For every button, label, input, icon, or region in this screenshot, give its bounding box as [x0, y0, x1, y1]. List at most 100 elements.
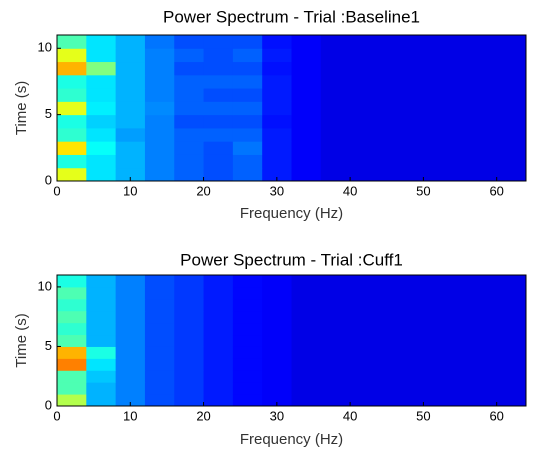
- heatmap-cell: [232, 275, 263, 288]
- heatmap-cell: [262, 35, 292, 49]
- heatmap-cell: [379, 154, 410, 169]
- heatmap-cell: [408, 74, 439, 89]
- heatmap-cell: [174, 141, 205, 155]
- heatmap-cell: [350, 298, 380, 312]
- heatmap-cell: [350, 88, 380, 102]
- heatmap-cell: [408, 358, 439, 371]
- plot-panel: Power Spectrum - Trial :Baseline1 0 10 20 30…: [13, 7, 527, 222]
- heatmap-cell: [350, 334, 380, 347]
- heatmap-cell: [57, 334, 87, 347]
- heatmap-cell: [496, 154, 526, 169]
- heatmap-cell: [174, 127, 205, 142]
- x-tick-label: 10: [123, 408, 137, 423]
- heatmap-cell: [438, 310, 468, 324]
- y-axis-label: Time (s): [13, 313, 30, 367]
- heatmap-cell: [232, 334, 263, 347]
- heatmap-cell: [350, 167, 380, 181]
- heatmap-cell: [115, 114, 146, 129]
- y-tick-label: 10: [38, 278, 52, 293]
- heatmap-cell: [408, 334, 439, 347]
- heatmap-cell: [350, 346, 380, 359]
- heatmap-cell: [262, 167, 292, 181]
- heatmap-cell: [86, 48, 117, 63]
- heatmap-cell: [57, 322, 87, 336]
- heatmap-cell: [174, 101, 205, 116]
- heatmap-cell: [144, 334, 175, 347]
- heatmap-cell: [86, 127, 117, 142]
- heatmap-cell: [379, 167, 410, 181]
- y-tick-label: 0: [45, 172, 52, 187]
- heatmap-cell: [320, 167, 351, 181]
- heatmap-cell: [57, 88, 87, 102]
- heatmap-cell: [86, 141, 117, 155]
- heatmap-cell: [86, 298, 117, 312]
- heatmap-cell: [203, 114, 234, 129]
- heatmap-cell: [496, 141, 526, 155]
- x-tick-label: 0: [53, 408, 60, 423]
- heatmap-cell: [174, 286, 205, 300]
- heatmap-cell: [320, 346, 351, 359]
- heatmap-cell: [57, 298, 87, 312]
- heatmap-cell: [320, 154, 351, 169]
- heatmap-cell: [203, 370, 234, 383]
- heatmap-cell: [86, 114, 117, 129]
- heatmap-cell: [379, 286, 410, 300]
- x-tick-label: 30: [270, 408, 284, 423]
- heatmap-cell: [496, 88, 526, 102]
- chart-title: Power Spectrum - Trial :Baseline1: [163, 7, 420, 26]
- heatmap-cell: [467, 275, 498, 288]
- heatmap-cell: [496, 346, 526, 359]
- heatmap-cell: [115, 61, 146, 76]
- heatmap-cell: [467, 154, 498, 169]
- heatmap-cell: [232, 346, 263, 359]
- heatmap-cell: [467, 48, 498, 63]
- heatmap-cell: [232, 286, 263, 300]
- heatmap-cell: [291, 101, 322, 116]
- heatmap-cell: [232, 167, 263, 181]
- heatmap-cell: [86, 74, 117, 89]
- heatmap-cell: [320, 358, 351, 371]
- y-tick-label: 5: [45, 338, 52, 353]
- heatmap-cell: [203, 74, 234, 89]
- heatmap-cell: [408, 61, 439, 76]
- heatmap-cell: [203, 334, 234, 347]
- heatmap-cell: [291, 275, 322, 288]
- heatmap-cell: [408, 101, 439, 116]
- heatmap-cell: [115, 141, 146, 155]
- heatmap-cell: [144, 101, 175, 116]
- heatmap-cell: [408, 35, 439, 49]
- heatmap-cell: [115, 322, 146, 336]
- heatmap-cell: [467, 127, 498, 142]
- heatmap-cell: [408, 298, 439, 312]
- heatmap-cell: [350, 48, 380, 63]
- heatmap-cell: [438, 298, 468, 312]
- heatmap-cell: [262, 298, 292, 312]
- heatmap-cell: [144, 114, 175, 129]
- heatmap-cell: [57, 35, 87, 49]
- heatmap-cell: [496, 167, 526, 181]
- heatmap-cell: [408, 88, 439, 102]
- heatmap-cell: [320, 334, 351, 347]
- heatmap-cell: [408, 370, 439, 383]
- heatmap-cell: [467, 88, 498, 102]
- heatmap-cell: [57, 154, 87, 169]
- heatmap-cell: [467, 346, 498, 359]
- heatmap-cell: [174, 88, 205, 102]
- heatmap-cell: [57, 370, 87, 383]
- heatmap-cell: [262, 358, 292, 371]
- heatmap-cell: [408, 154, 439, 169]
- heatmap-cell: [57, 346, 87, 359]
- heatmap-cell: [174, 322, 205, 336]
- heatmap-cell: [379, 48, 410, 63]
- heatmap-cell: [438, 382, 468, 395]
- heatmap-cell: [408, 275, 439, 288]
- heatmap-cell: [262, 74, 292, 89]
- heatmap-cell: [203, 61, 234, 76]
- heatmap-cell: [86, 61, 117, 76]
- heatmap-cell: [232, 127, 263, 142]
- heatmap-cell: [203, 167, 234, 181]
- heatmap-cell: [115, 74, 146, 89]
- heatmap-cell: [115, 310, 146, 324]
- heatmap-cell: [379, 334, 410, 347]
- heatmap-cell: [57, 382, 87, 395]
